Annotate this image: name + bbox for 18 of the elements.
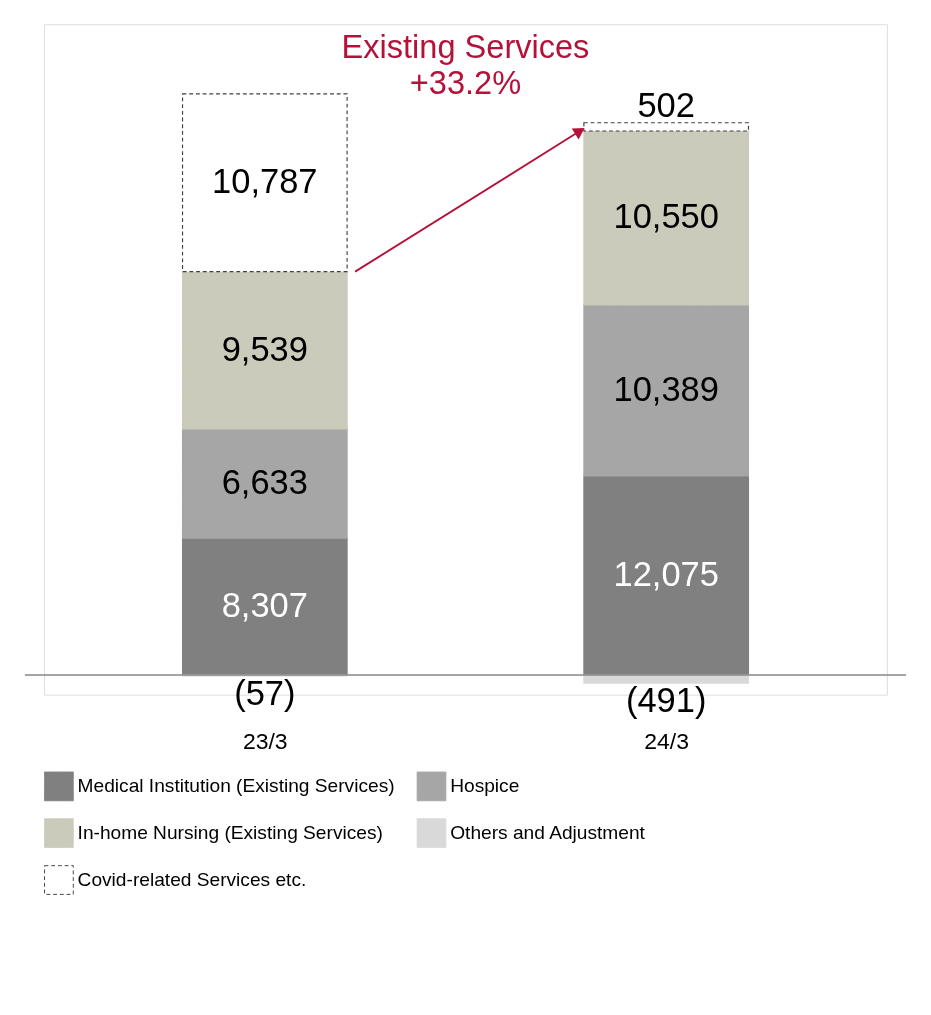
data-label: 6,633 [221, 463, 308, 501]
x-tick-label: 24/3 [644, 728, 690, 755]
data-label: 502 [637, 86, 695, 125]
legend-label: Others and Adjustment [450, 821, 646, 843]
legend-label: In-home Nursing (Existing Services) [77, 821, 383, 843]
data-label: (491) [625, 680, 707, 719]
annotation: Existing Services +33.2% [341, 28, 590, 102]
data-label: 10,787 [212, 162, 318, 201]
data-label: 12,075 [613, 555, 719, 594]
legend-label: Hospice [450, 775, 520, 797]
data-label: 10,550 [613, 197, 719, 236]
data-label: (57) [234, 673, 296, 712]
legend-label: Covid-related Services etc. [77, 868, 307, 890]
data-label: 9,539 [221, 329, 308, 368]
legend-label: Medical Institution (Existing Services) [77, 775, 395, 797]
x-tick-label: 23/3 [242, 728, 288, 755]
data-label: 8,307 [221, 586, 308, 625]
data-label: 10,389 [613, 369, 719, 408]
